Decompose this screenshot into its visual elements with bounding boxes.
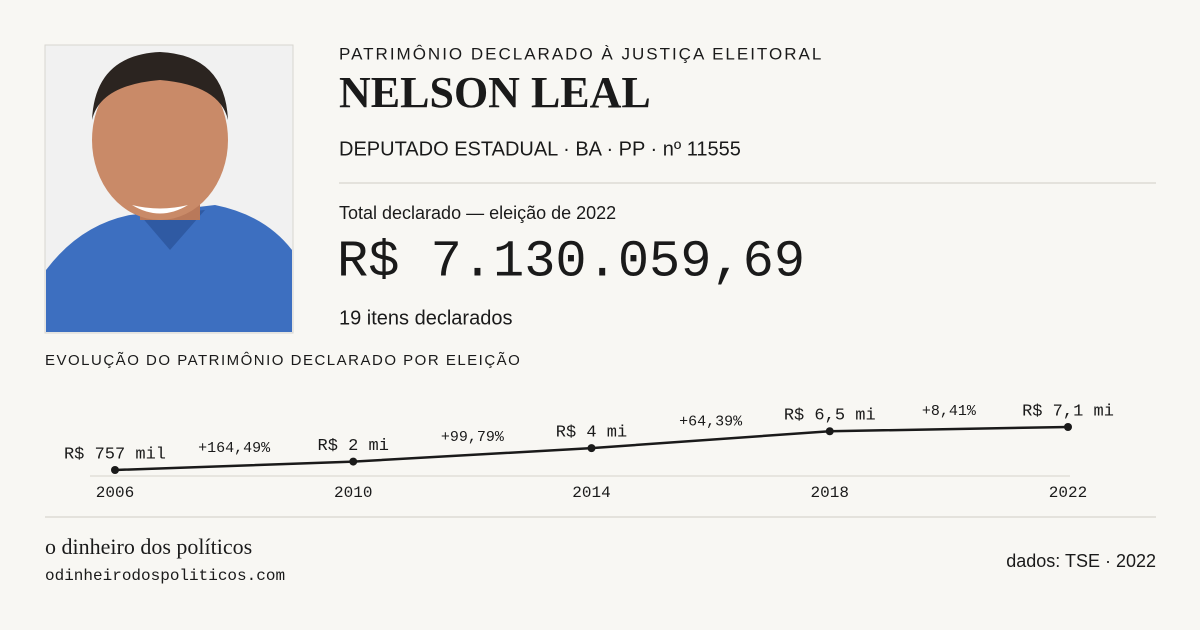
point — [587, 444, 596, 453]
total-label: Total declarado — eleição de 2022 — [339, 203, 616, 223]
kicker: PATRIMÔNIO DECLARADO À JUSTIÇA ELEITORAL — [339, 44, 823, 63]
x-tick-label: 2014 — [572, 484, 610, 502]
items-count: 19 itens declarados — [339, 307, 512, 329]
x-tick-label: 2006 — [96, 484, 134, 502]
role: DEPUTADO ESTADUAL · BA · PP · nº 11555 — [339, 138, 741, 160]
x-tick-label: 2018 — [811, 484, 849, 502]
source: dados: TSE · 2022 — [1006, 551, 1156, 571]
x-tick-label: 2022 — [1049, 484, 1087, 502]
politician-name: NELSON LEAL — [339, 68, 651, 117]
value-label: R$ 757 mil — [64, 445, 166, 464]
change-label: +64,39% — [679, 414, 743, 431]
change-label: +8,41% — [922, 403, 977, 420]
value-label: R$ 7,1 mi — [1022, 402, 1114, 421]
photo — [44, 44, 294, 334]
chart-title: EVOLUÇÃO DO PATRIMÔNIO DECLARADO POR ELE… — [45, 352, 521, 369]
value-label: R$ 4 mi — [556, 424, 627, 443]
change-label: +164,49% — [198, 440, 271, 457]
line-chart: R$ 757 mil 2006 R$ 2 mi 2010 R$ 4 mi 2014 R$ 6… — [64, 402, 1114, 502]
x-tick-label: 2010 — [334, 484, 372, 502]
brand: o dinheiro dos políticos — [45, 534, 252, 559]
point — [349, 457, 358, 466]
url: odinheirodospoliticos.com — [45, 567, 285, 585]
point — [1064, 423, 1072, 431]
point — [825, 427, 834, 436]
total-amount: R$ 7.130.059,69 — [337, 233, 805, 292]
value-label: R$ 6,5 mi — [784, 407, 876, 426]
value-label: R$ 2 mi — [318, 437, 389, 456]
change-label: +99,79% — [441, 429, 505, 446]
point — [111, 466, 119, 474]
